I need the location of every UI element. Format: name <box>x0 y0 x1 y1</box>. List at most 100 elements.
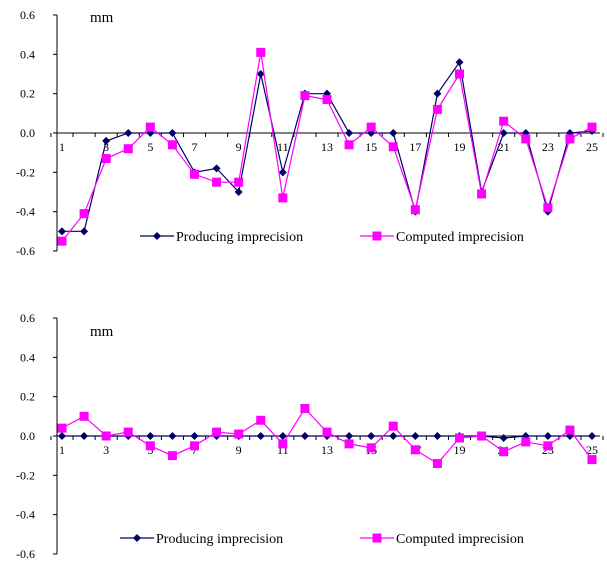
data-point-diamond <box>102 136 111 145</box>
data-point-square <box>79 209 89 219</box>
data-point-diamond <box>124 129 133 137</box>
data-point-square <box>278 193 288 203</box>
x-tick-label: 25 <box>586 443 598 457</box>
y-tick-label: -0.6 <box>16 244 35 258</box>
x-tick-label: 19 <box>454 443 466 457</box>
y-tick-label: -0.4 <box>16 508 35 522</box>
unit-label: mm <box>90 324 114 340</box>
data-point-diamond <box>278 432 287 440</box>
data-point-square <box>565 134 575 144</box>
data-point-diamond <box>278 168 287 177</box>
data-point-diamond <box>367 432 376 440</box>
data-point-square <box>234 177 244 187</box>
y-tick-label: 0.2 <box>20 390 35 404</box>
unit-label: mm <box>90 10 114 26</box>
legend-marker-square <box>372 231 382 241</box>
x-tick-label: 1 <box>59 443 65 457</box>
y-tick-label: -0.6 <box>16 547 35 561</box>
x-tick-label: 19 <box>454 140 466 154</box>
data-point-square <box>79 411 89 421</box>
legend-entry-1: Producing imprecision <box>120 532 283 547</box>
y-tick-label: 0.2 <box>20 87 35 101</box>
x-tick-label: 13 <box>321 443 333 457</box>
y-tick-label: 0.6 <box>20 311 35 325</box>
data-point-square <box>587 122 597 132</box>
y-tick-label: 0.6 <box>20 8 35 22</box>
data-point-square <box>410 205 420 215</box>
data-point-diamond <box>588 432 596 440</box>
legend-label: Computed imprecision <box>396 532 524 547</box>
data-point-square <box>212 427 222 437</box>
data-point-square <box>123 427 133 437</box>
data-point-square <box>477 189 487 199</box>
data-point-square <box>322 427 332 437</box>
data-point-square <box>145 441 155 451</box>
legend-entry-2: Computed imprecision <box>360 230 524 245</box>
data-point-square <box>145 122 155 132</box>
data-point-diamond <box>168 129 177 137</box>
x-tick-label: 11 <box>277 443 289 457</box>
data-point-square <box>543 441 553 451</box>
data-point-diamond <box>168 432 177 440</box>
legend-marker-square <box>372 533 382 543</box>
data-point-square <box>212 177 222 187</box>
data-point-diamond <box>80 432 89 440</box>
data-point-square <box>432 459 442 469</box>
legend-label: Producing imprecision <box>176 230 303 245</box>
chart-1: 0.60.40.20.0-0.2-0.4-0.61 3 5 7 9 11 13 15 17 19 2… <box>16 8 604 258</box>
y-tick-label: 0.0 <box>20 429 35 443</box>
data-point-square <box>256 47 266 57</box>
legend-marker-diamond <box>153 232 161 240</box>
x-tick-label: 17 <box>409 140 421 154</box>
x-tick-label: 9 <box>236 443 242 457</box>
data-point-square <box>123 144 133 154</box>
data-point-diamond <box>433 432 442 440</box>
data-point-square <box>167 451 177 461</box>
legend-entry-2: Computed imprecision <box>360 532 524 547</box>
data-point-diamond <box>80 227 89 236</box>
data-point-diamond <box>146 432 155 440</box>
data-point-diamond <box>543 432 552 440</box>
x-tick-label: 5 <box>147 140 153 154</box>
data-point-square <box>57 423 67 433</box>
y-tick-label: 0.4 <box>20 350 35 364</box>
data-point-diamond <box>345 432 354 440</box>
y-tick-label: -0.2 <box>16 165 35 179</box>
data-point-square <box>388 142 398 152</box>
data-point-square <box>455 433 464 443</box>
data-point-diamond <box>256 70 265 78</box>
y-tick-label: -0.4 <box>16 205 35 219</box>
x-tick-label: 13 <box>321 140 333 154</box>
data-point-square <box>300 403 310 413</box>
data-point-square <box>190 441 199 451</box>
y-tick-label: 0.4 <box>20 47 35 61</box>
legend-marker-diamond <box>133 534 141 542</box>
data-point-square <box>300 91 310 101</box>
x-tick-label: 21 <box>498 140 510 154</box>
data-point-diamond <box>58 432 66 440</box>
data-point-diamond <box>433 89 442 98</box>
data-point-square <box>388 421 398 431</box>
data-point-square <box>543 203 553 213</box>
data-point-square <box>432 104 442 114</box>
data-point-square <box>366 122 376 132</box>
data-point-diamond <box>411 432 420 440</box>
x-tick-label: 15 <box>365 140 377 154</box>
y-tick-label: 0.0 <box>20 126 35 140</box>
data-point-square <box>167 140 177 150</box>
data-point-square <box>101 431 111 441</box>
x-tick-label: 1 <box>59 140 65 154</box>
data-point-square <box>234 429 244 439</box>
x-tick-label: 3 <box>103 443 109 457</box>
data-point-square <box>190 169 199 179</box>
legend-label: Computed imprecision <box>396 230 524 245</box>
x-tick-label: 11 <box>277 140 289 154</box>
data-point-square <box>499 447 509 457</box>
legend-entry-1: Producing imprecision <box>140 230 303 245</box>
data-point-square <box>344 140 354 150</box>
x-tick-label: 7 <box>192 140 198 154</box>
data-point-square <box>366 443 376 453</box>
data-point-square <box>101 154 111 164</box>
data-point-diamond <box>455 58 464 67</box>
data-point-diamond <box>190 432 199 440</box>
